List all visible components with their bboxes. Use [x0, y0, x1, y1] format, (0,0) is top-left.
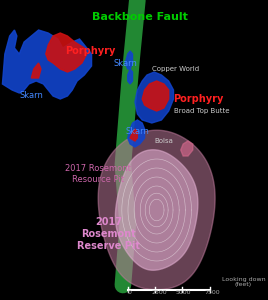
- Polygon shape: [31, 63, 41, 78]
- Polygon shape: [135, 72, 173, 123]
- Text: Backbone Fault: Backbone Fault: [92, 12, 188, 22]
- Text: Bolsa: Bolsa: [154, 138, 173, 144]
- Polygon shape: [181, 141, 193, 156]
- Text: Skarn: Skarn: [113, 58, 137, 68]
- Text: Broad Top Butte: Broad Top Butte: [173, 108, 229, 114]
- Text: 2017
Rosemont
Reserve Pit: 2017 Rosemont Reserve Pit: [77, 218, 140, 250]
- Polygon shape: [128, 69, 133, 84]
- Text: Copper World: Copper World: [152, 66, 199, 72]
- Polygon shape: [2, 30, 92, 99]
- Text: 7500: 7500: [205, 290, 221, 295]
- Polygon shape: [98, 130, 215, 290]
- Text: 0: 0: [128, 290, 132, 295]
- Text: 2017 Rosemont
Resource Pit: 2017 Rosemont Resource Pit: [65, 164, 131, 184]
- Text: 2500: 2500: [152, 290, 168, 295]
- Polygon shape: [46, 33, 87, 72]
- Polygon shape: [142, 81, 169, 111]
- Text: 5000: 5000: [176, 290, 191, 295]
- Text: Porphyry: Porphyry: [65, 46, 116, 56]
- Text: Skarn: Skarn: [125, 128, 149, 136]
- Polygon shape: [130, 129, 137, 141]
- Polygon shape: [128, 120, 145, 147]
- Polygon shape: [116, 150, 198, 270]
- Text: Porphyry: Porphyry: [173, 94, 224, 104]
- Polygon shape: [125, 51, 133, 69]
- Text: Skarn: Skarn: [19, 92, 43, 100]
- Text: Looking down
(feet): Looking down (feet): [222, 277, 265, 287]
